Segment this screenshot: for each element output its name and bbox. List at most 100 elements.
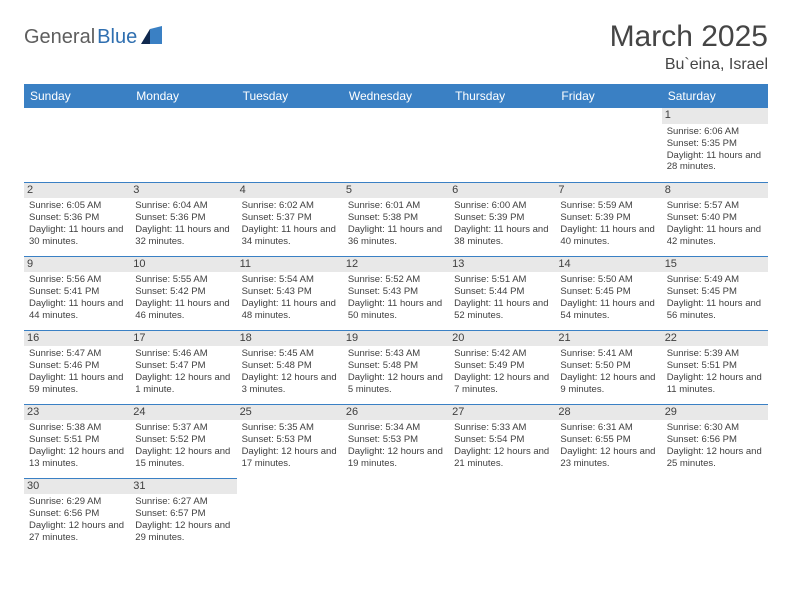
sunset-line: Sunset: 5:46 PM [29,360,125,372]
sunrise-line: Sunrise: 6:27 AM [135,496,231,508]
sunrise-line: Sunrise: 5:41 AM [560,348,656,360]
daylight-line: Daylight: 12 hours and 13 minutes. [29,446,125,470]
day-number: 21 [555,331,661,347]
daylight-line: Daylight: 11 hours and 30 minutes. [29,224,125,248]
sunrise-line: Sunrise: 5:57 AM [667,200,763,212]
sunset-line: Sunset: 6:56 PM [29,508,125,520]
empty-cell [343,478,449,552]
sunrise-line: Sunrise: 6:04 AM [135,200,231,212]
daylight-line: Daylight: 11 hours and 42 minutes. [667,224,763,248]
daylight-line: Daylight: 12 hours and 29 minutes. [135,520,231,544]
daylight-line: Daylight: 12 hours and 23 minutes. [560,446,656,470]
location: Bu`eina, Israel [610,56,768,74]
empty-cell [555,478,661,552]
sunrise-line: Sunrise: 5:52 AM [348,274,444,286]
day-cell: 24Sunrise: 5:37 AMSunset: 5:52 PMDayligh… [130,404,236,478]
sunrise-line: Sunrise: 5:42 AM [454,348,550,360]
day-cell: 6Sunrise: 6:00 AMSunset: 5:39 PMDaylight… [449,182,555,256]
day-number: 3 [130,183,236,199]
day-number: 18 [237,331,343,347]
sunset-line: Sunset: 5:40 PM [667,212,763,224]
sunset-line: Sunset: 5:39 PM [560,212,656,224]
sunset-line: Sunset: 5:36 PM [29,212,125,224]
calendar-row: 16Sunrise: 5:47 AMSunset: 5:46 PMDayligh… [24,330,768,404]
daylight-line: Daylight: 12 hours and 17 minutes. [242,446,338,470]
day-number: 27 [449,405,555,421]
day-cell: 17Sunrise: 5:46 AMSunset: 5:47 PMDayligh… [130,330,236,404]
day-cell: 2Sunrise: 6:05 AMSunset: 5:36 PMDaylight… [24,182,130,256]
day-cell: 20Sunrise: 5:42 AMSunset: 5:49 PMDayligh… [449,330,555,404]
day-number: 9 [24,257,130,273]
daylight-line: Daylight: 12 hours and 11 minutes. [667,372,763,396]
sunrise-line: Sunrise: 5:35 AM [242,422,338,434]
day-cell: 3Sunrise: 6:04 AMSunset: 5:36 PMDaylight… [130,182,236,256]
sunrise-line: Sunrise: 5:46 AM [135,348,231,360]
daylight-line: Daylight: 11 hours and 48 minutes. [242,298,338,322]
daylight-line: Daylight: 11 hours and 34 minutes. [242,224,338,248]
sunrise-line: Sunrise: 5:55 AM [135,274,231,286]
daylight-line: Daylight: 11 hours and 59 minutes. [29,372,125,396]
calendar-row: 2Sunrise: 6:05 AMSunset: 5:36 PMDaylight… [24,182,768,256]
sunrise-line: Sunrise: 5:51 AM [454,274,550,286]
sunrise-line: Sunrise: 6:06 AM [667,126,763,138]
empty-cell [449,108,555,182]
day-number: 19 [343,331,449,347]
sunset-line: Sunset: 5:48 PM [242,360,338,372]
day-number: 16 [24,331,130,347]
sunset-line: Sunset: 5:39 PM [454,212,550,224]
title-block: March 2025 Bu`eina, Israel [610,20,768,74]
calendar-page: GeneralBlue March 2025 Bu`eina, Israel S… [0,0,792,572]
daylight-line: Daylight: 11 hours and 38 minutes. [454,224,550,248]
sunset-line: Sunset: 5:48 PM [348,360,444,372]
daylight-line: Daylight: 11 hours and 36 minutes. [348,224,444,248]
daylight-line: Daylight: 11 hours and 52 minutes. [454,298,550,322]
day-cell: 15Sunrise: 5:49 AMSunset: 5:45 PMDayligh… [662,256,768,330]
daylight-line: Daylight: 11 hours and 50 minutes. [348,298,444,322]
day-number: 14 [555,257,661,273]
sunset-line: Sunset: 5:43 PM [242,286,338,298]
sunrise-line: Sunrise: 5:38 AM [29,422,125,434]
sunrise-line: Sunrise: 5:39 AM [667,348,763,360]
day-number: 4 [237,183,343,199]
day-number: 10 [130,257,236,273]
day-cell: 29Sunrise: 6:30 AMSunset: 6:56 PMDayligh… [662,404,768,478]
day-number: 30 [24,479,130,495]
sunset-line: Sunset: 5:45 PM [560,286,656,298]
day-header: Sunday [24,84,130,108]
daylight-line: Daylight: 11 hours and 32 minutes. [135,224,231,248]
daylight-line: Daylight: 11 hours and 28 minutes. [667,150,763,174]
sunrise-line: Sunrise: 5:54 AM [242,274,338,286]
sunset-line: Sunset: 6:57 PM [135,508,231,520]
empty-cell [449,478,555,552]
daylight-line: Daylight: 11 hours and 46 minutes. [135,298,231,322]
day-cell: 1Sunrise: 6:06 AMSunset: 5:35 PMDaylight… [662,108,768,182]
day-number: 24 [130,405,236,421]
sunset-line: Sunset: 5:54 PM [454,434,550,446]
daylight-line: Daylight: 12 hours and 21 minutes. [454,446,550,470]
day-number: 12 [343,257,449,273]
sunset-line: Sunset: 5:49 PM [454,360,550,372]
sunrise-line: Sunrise: 6:02 AM [242,200,338,212]
calendar-body: 1Sunrise: 6:06 AMSunset: 5:35 PMDaylight… [24,108,768,552]
sunset-line: Sunset: 5:35 PM [667,138,763,150]
daylight-line: Daylight: 11 hours and 40 minutes. [560,224,656,248]
sunset-line: Sunset: 6:56 PM [667,434,763,446]
day-number: 22 [662,331,768,347]
day-cell: 21Sunrise: 5:41 AMSunset: 5:50 PMDayligh… [555,330,661,404]
header: GeneralBlue March 2025 Bu`eina, Israel [24,20,768,74]
sunrise-line: Sunrise: 5:47 AM [29,348,125,360]
day-header: Tuesday [237,84,343,108]
sunset-line: Sunset: 5:51 PM [667,360,763,372]
empty-cell [343,108,449,182]
sunrise-line: Sunrise: 5:34 AM [348,422,444,434]
empty-cell [24,108,130,182]
logo-text-blue: Blue [97,26,137,49]
sunset-line: Sunset: 5:44 PM [454,286,550,298]
sunrise-line: Sunrise: 6:31 AM [560,422,656,434]
sunset-line: Sunset: 5:38 PM [348,212,444,224]
day-cell: 16Sunrise: 5:47 AMSunset: 5:46 PMDayligh… [24,330,130,404]
day-number: 15 [662,257,768,273]
sunset-line: Sunset: 5:52 PM [135,434,231,446]
calendar-row: 23Sunrise: 5:38 AMSunset: 5:51 PMDayligh… [24,404,768,478]
sunset-line: Sunset: 5:53 PM [348,434,444,446]
